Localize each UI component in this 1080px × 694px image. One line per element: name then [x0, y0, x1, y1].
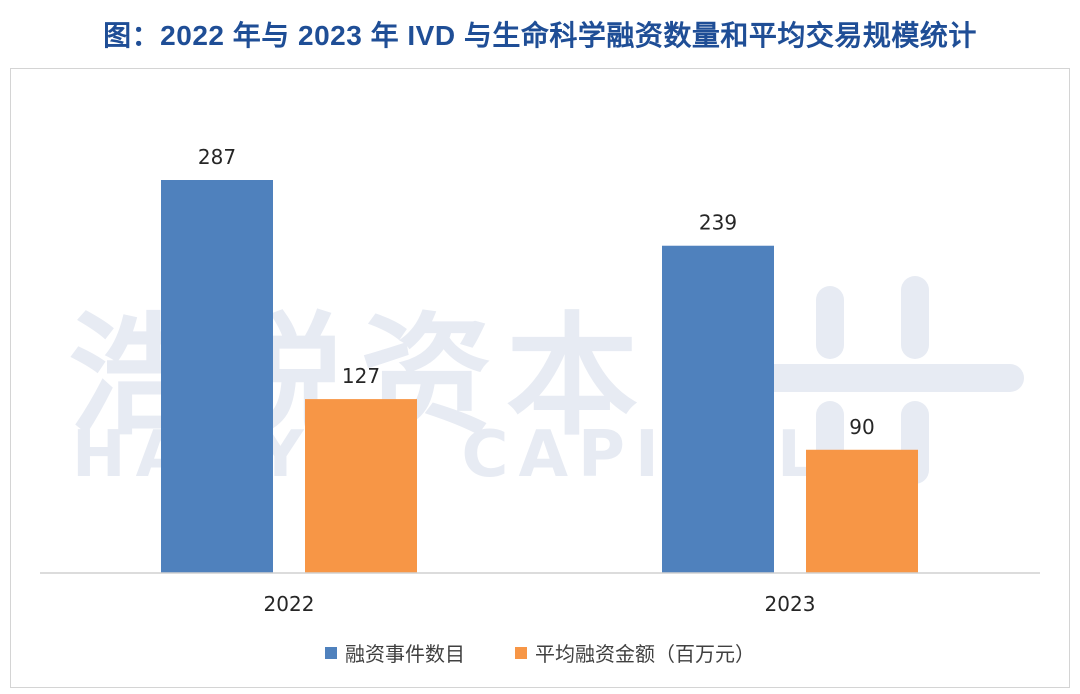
chart-title: 图：2022 年与 2023 年 IVD 与生命科学融资数量和平均交易规模统计 — [103, 20, 977, 51]
legend-label-series-1: 融资事件数目 — [345, 642, 465, 666]
bar-series-2-2022 — [305, 399, 417, 573]
x-tick-label-2023: 2023 — [765, 592, 816, 616]
legend: 融资事件数目 平均融资金额（百万元） — [0, 638, 1080, 667]
data-label-series-1-2022: 287 — [198, 145, 236, 169]
bar-series-2-2023 — [806, 449, 918, 573]
x-tick-label-2022: 2022 — [264, 592, 315, 616]
bar-series-1-2022 — [161, 180, 273, 573]
data-label-series-2-2023: 90 — [849, 415, 874, 439]
data-label-series-1-2023: 239 — [699, 211, 737, 235]
legend-swatch-series-1 — [325, 646, 337, 659]
legend-item-series-1: 融资事件数目 — [325, 638, 465, 667]
legend-label-series-2: 平均融资金额（百万元） — [535, 642, 755, 666]
bar-series-1-2023 — [662, 245, 774, 574]
data-label-series-2-2022: 127 — [342, 364, 380, 388]
legend-item-series-2: 平均融资金额（百万元） — [515, 638, 755, 667]
legend-swatch-series-2 — [515, 646, 527, 659]
